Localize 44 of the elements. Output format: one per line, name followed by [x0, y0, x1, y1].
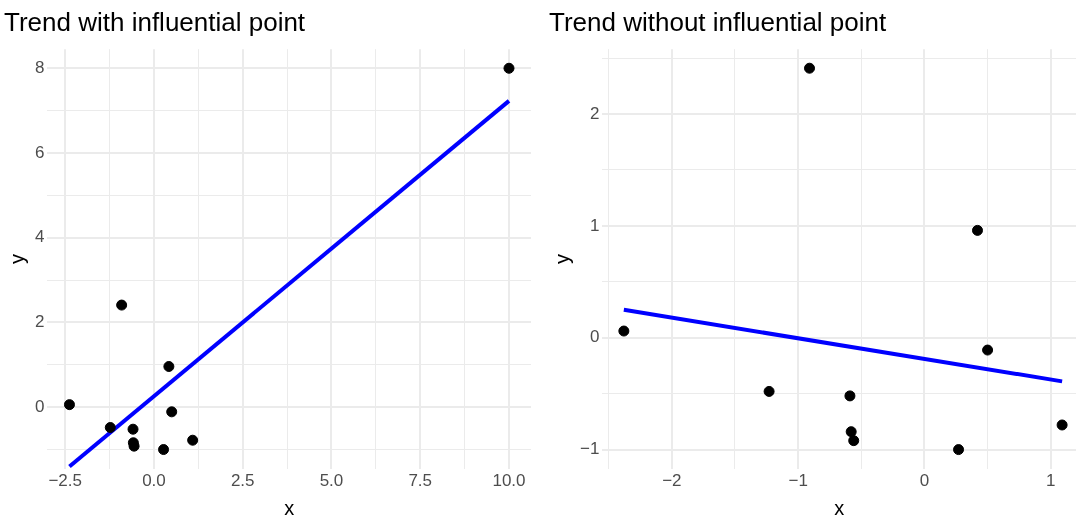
y-tick-label: 2: [34, 312, 45, 332]
y-tick-label: 4: [34, 227, 45, 247]
y-tick-label: 2: [589, 103, 600, 123]
x-axis-title: x: [834, 496, 845, 519]
y-tick-label: 1: [589, 215, 600, 235]
point: [763, 385, 775, 397]
x-tick-label: −2.5: [48, 471, 82, 491]
x-tick-label: 10.0: [492, 471, 526, 491]
y-axis-title: y: [550, 253, 573, 264]
point: [845, 426, 857, 438]
x-tick-label: −2: [662, 471, 682, 491]
point: [844, 390, 856, 402]
point: [804, 62, 816, 74]
point: [971, 224, 983, 236]
point: [166, 406, 178, 418]
point: [187, 434, 199, 446]
x-tick-label: −1: [788, 471, 808, 491]
point: [116, 299, 128, 311]
point: [63, 399, 75, 411]
point: [163, 361, 175, 372]
x-tick-label: 2.5: [230, 471, 255, 491]
x-tick-label: 7.5: [408, 471, 433, 491]
y-axis-title: y: [5, 253, 28, 264]
x-tick-label: 5.0: [319, 471, 344, 491]
point: [848, 435, 860, 447]
chart-title: Trend without influential point: [549, 6, 888, 37]
y-tick-label: 8: [34, 57, 45, 77]
x-axis-title: x: [284, 496, 295, 519]
point: [953, 444, 965, 456]
chart-title: Trend with influential point: [4, 6, 306, 37]
point: [1056, 419, 1068, 431]
point: [127, 423, 139, 435]
y-tick-label: −1: [579, 439, 600, 459]
point: [503, 62, 515, 74]
y-tick-label: 6: [34, 142, 45, 162]
y-tick-label: 0: [589, 327, 600, 347]
x-tick-label: 0.0: [142, 471, 166, 491]
point: [618, 325, 630, 337]
y-tick-label: 0: [34, 396, 45, 416]
point: [982, 344, 994, 356]
x-tick-label: 1: [1046, 471, 1056, 491]
point: [158, 444, 170, 456]
x-tick-label: 0: [919, 471, 930, 491]
point: [104, 422, 116, 434]
